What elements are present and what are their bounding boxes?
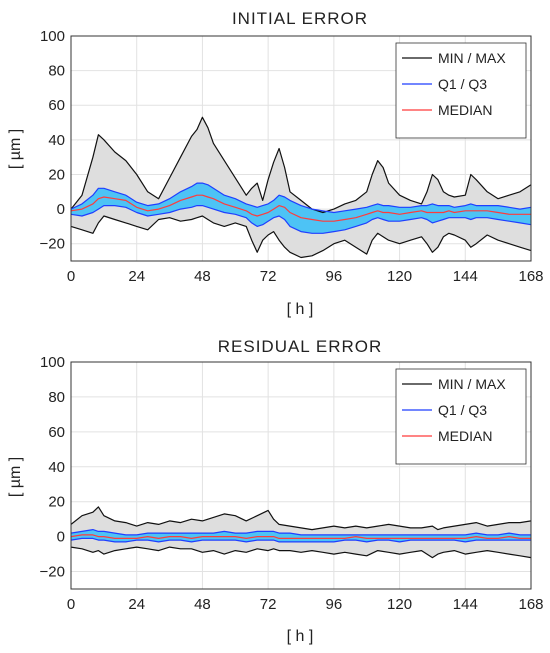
x-tick-label: 0: [67, 596, 75, 613]
y-tick-label: −20: [40, 236, 65, 253]
x-tick-label: 96: [326, 596, 343, 613]
data-bands: [71, 506, 531, 558]
y-tick-label: 0: [57, 201, 65, 218]
chart-residual-error: RESIDUAL ERROR [ µm ] [ h ] −20020406080…: [7, 337, 544, 645]
legend-entry-median: MEDIAN: [438, 102, 492, 118]
chart-title: RESIDUAL ERROR: [218, 337, 383, 356]
y-tick-label: 0: [57, 529, 65, 546]
q3-line: [70, 529, 531, 536]
x-tick-label: 24: [128, 268, 145, 285]
min-line: [70, 546, 532, 559]
x-tick-label: 24: [128, 596, 145, 613]
q1-line: [70, 205, 532, 234]
q1-q3-band: [71, 183, 531, 234]
y-tick-label: 40: [48, 132, 65, 149]
x-tick-label: 48: [194, 596, 211, 613]
x-tick-label: 120: [387, 596, 412, 613]
y-axis-label: [ µm ]: [7, 129, 24, 169]
legend: MIN / MAX Q1 / Q3 MEDIAN: [395, 368, 527, 465]
y-tick-label: 100: [40, 354, 65, 371]
legend: MIN / MAX Q1 / Q3 MEDIAN: [395, 42, 527, 139]
legend-entry-q1-q3: Q1 / Q3: [438, 76, 487, 92]
legend-entry-median: MEDIAN: [438, 428, 492, 444]
y-tick-label: 20: [48, 166, 65, 183]
chart-title: INITIAL ERROR: [232, 9, 368, 28]
chart-initial-error: INITIAL ERROR [ µm ] [ h ] −200204060801…: [7, 9, 544, 318]
y-tick-label: 60: [48, 424, 65, 441]
x-tick-label: 168: [518, 596, 543, 613]
min-max-band: [71, 117, 531, 258]
legend-box: [395, 368, 527, 465]
legend-entry-min-max: MIN / MAX: [438, 376, 506, 392]
x-tick-label: 72: [260, 268, 277, 285]
data-lines: [70, 506, 532, 559]
y-tick-label: 100: [40, 28, 65, 45]
x-tick-label: 144: [453, 268, 478, 285]
y-tick-label: 80: [48, 389, 65, 406]
x-tick-labels: 0 24 48 72 96 120 144 168: [67, 268, 544, 285]
max-line: [70, 506, 532, 531]
plot-area-frame: [70, 35, 532, 262]
y-tick-labels: −20 0 20 40 60 80 100: [40, 354, 65, 581]
legend-entry-q1-q3: Q1 / Q3: [438, 402, 487, 418]
median-line: [70, 534, 531, 539]
x-axis-label: [ h ]: [287, 628, 314, 645]
legend-box: [395, 42, 527, 139]
q1-line: [70, 537, 531, 543]
y-axis-label: [ µm ]: [7, 457, 24, 497]
x-tick-labels: 0 24 48 72 96 120 144 168: [67, 596, 544, 613]
y-tick-label: −20: [40, 564, 65, 581]
min-line: [70, 215, 532, 259]
max-line: [70, 116, 532, 214]
x-axis-label: [ h ]: [287, 301, 314, 318]
y-tick-label: 60: [48, 97, 65, 114]
x-tick-label: 72: [260, 596, 277, 613]
min-max-band: [71, 506, 531, 558]
x-tick-label: 144: [453, 596, 478, 613]
x-tick-label: 96: [326, 268, 343, 285]
y-tick-label: 40: [48, 459, 65, 476]
y-tick-label: 20: [48, 494, 65, 511]
plot-area-frame: [70, 361, 532, 590]
y-tick-label: 80: [48, 63, 65, 80]
data-lines: [70, 116, 532, 259]
x-tick-label: 168: [518, 268, 543, 285]
y-tick-labels: −20 0 20 40 60 80 100: [40, 28, 65, 253]
q3-line: [70, 182, 532, 214]
data-bands: [71, 117, 531, 258]
x-tick-label: 48: [194, 268, 211, 285]
legend-entry-min-max: MIN / MAX: [438, 50, 506, 66]
median-line: [70, 194, 531, 222]
x-tick-label: 120: [387, 268, 412, 285]
x-tick-label: 0: [67, 268, 75, 285]
